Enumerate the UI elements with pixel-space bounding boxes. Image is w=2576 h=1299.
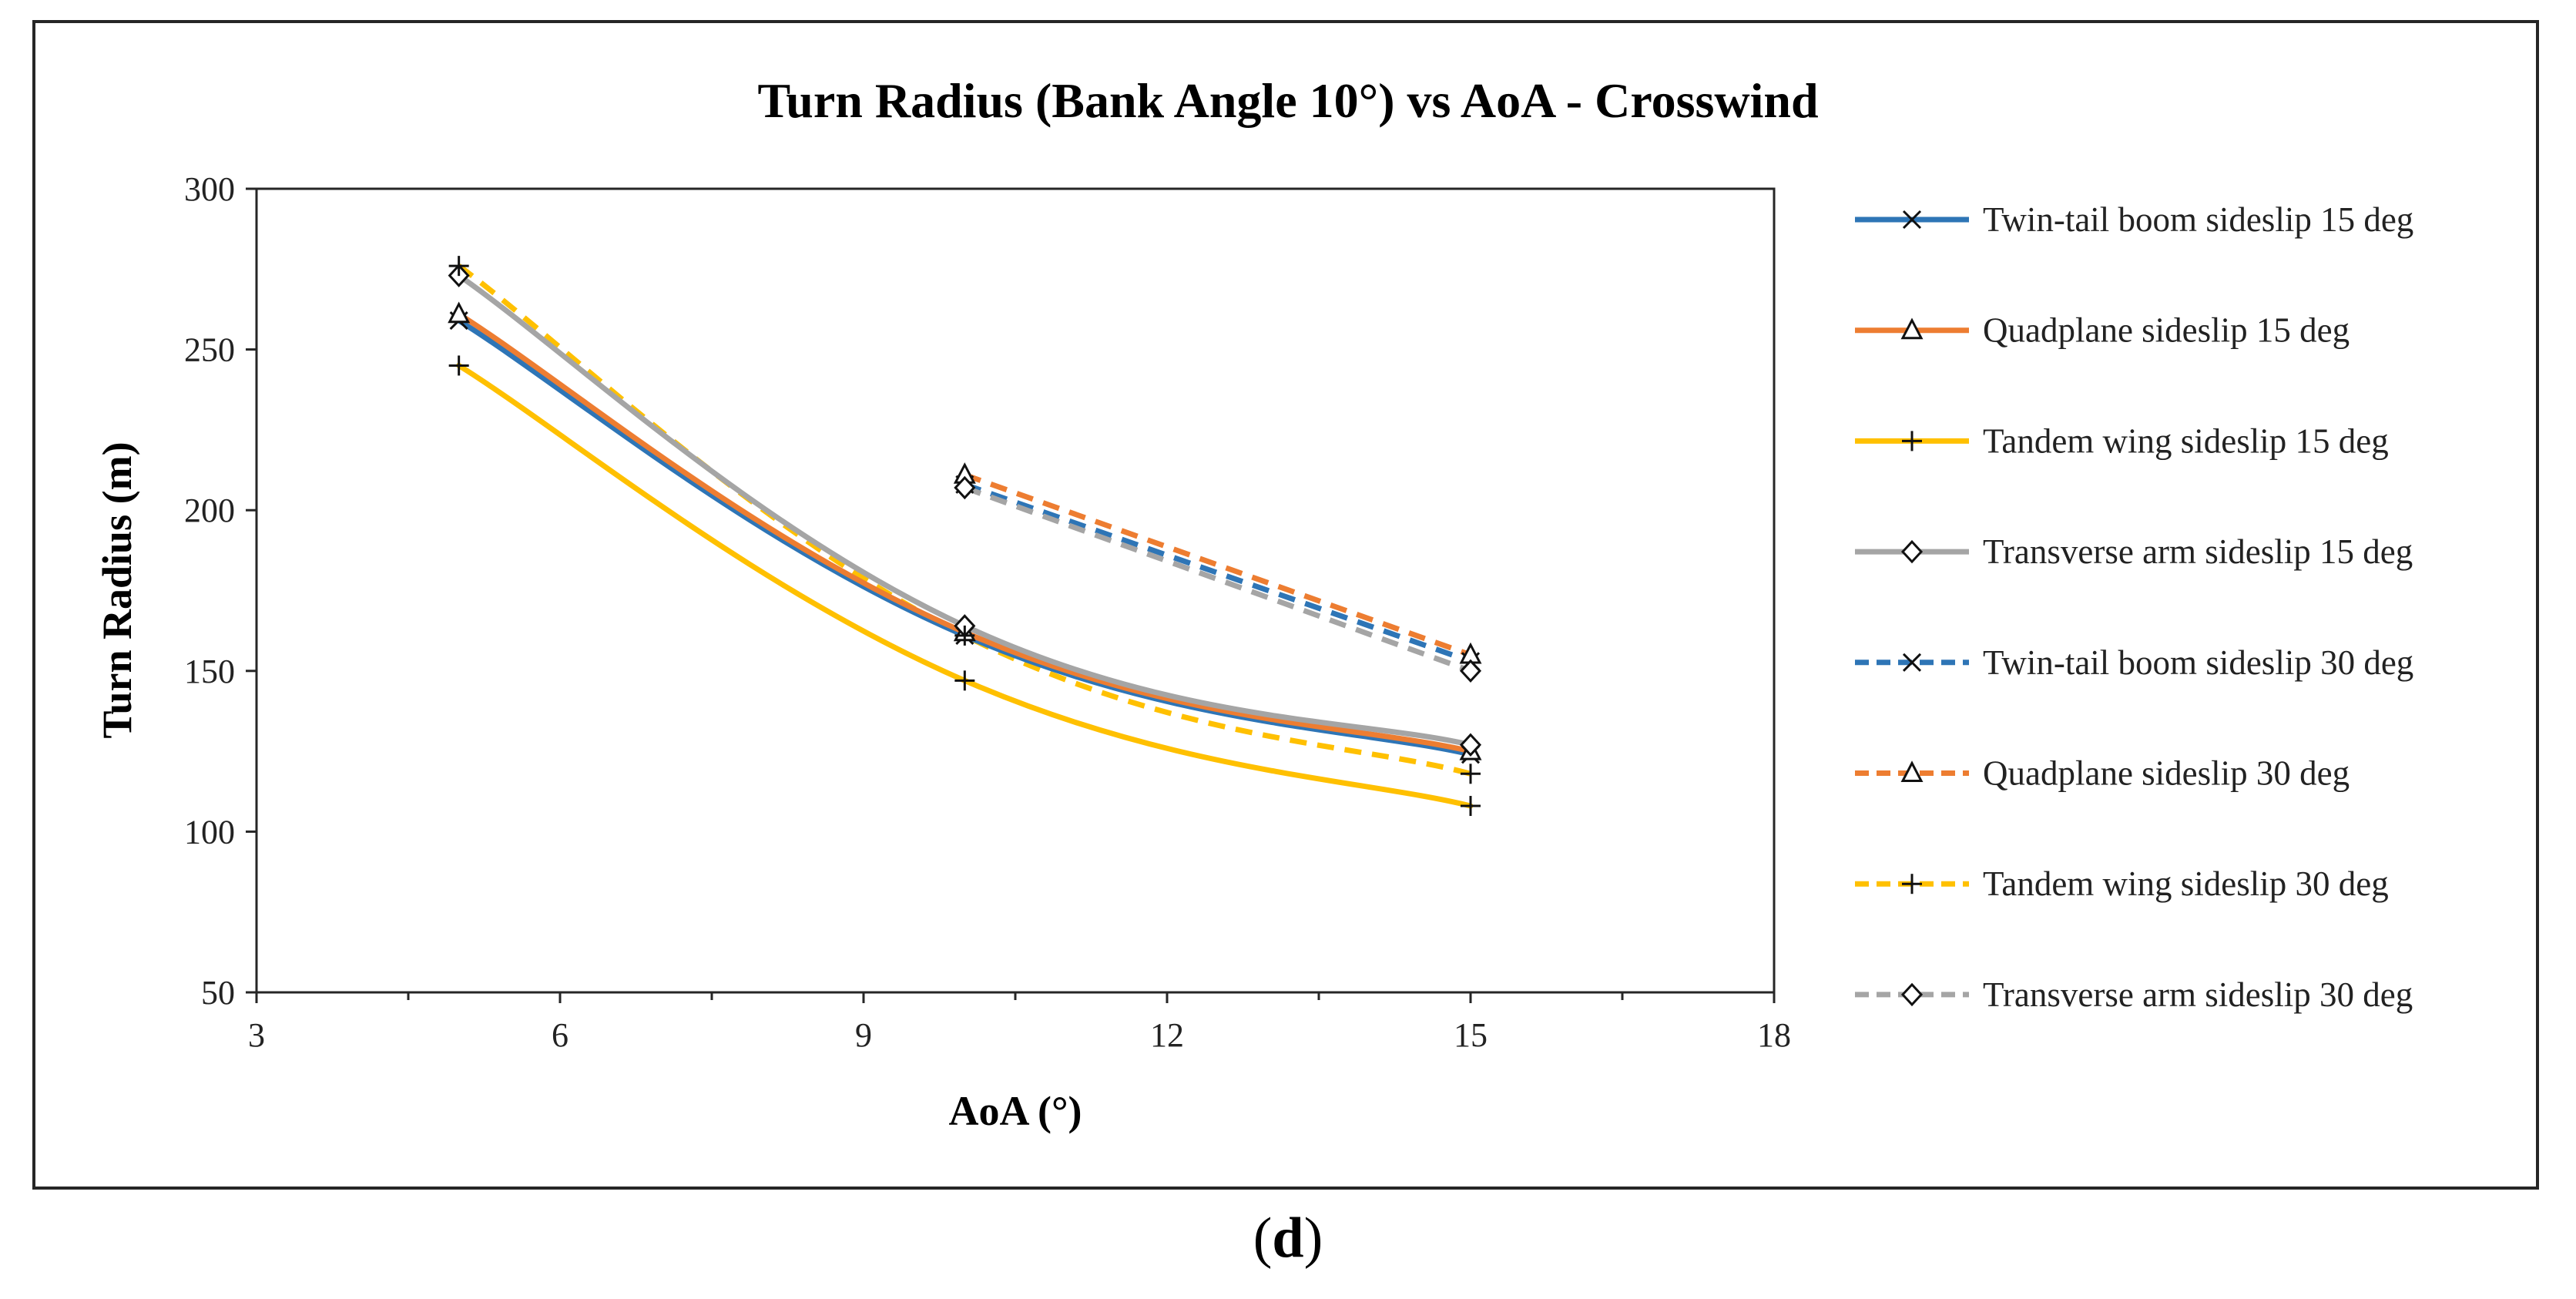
legend-item: Twin-tail boom sideslip 30 deg — [1855, 643, 2413, 682]
y-tick-label: 200 — [184, 492, 235, 529]
legend-marker — [1902, 431, 1922, 451]
series-line — [456, 362, 1474, 809]
figure-frame — [32, 20, 2539, 1190]
y-tick-label: 150 — [184, 653, 235, 690]
legend-item: Tandem wing sideslip 15 deg — [1855, 421, 2389, 460]
y-tick-label: 300 — [184, 170, 235, 208]
x-tick-label: 12 — [1150, 1016, 1184, 1054]
chart-title: Turn Radius (Bank Angle 10°) vs AoA - Cr… — [757, 73, 1818, 128]
legend-marker — [1900, 317, 1924, 340]
legend-label: Tandem wing sideslip 30 deg — [1983, 864, 2389, 903]
legend-label: Transverse arm sideslip 15 deg — [1983, 532, 2413, 571]
legend-marker — [1900, 982, 1924, 1007]
series-line — [964, 472, 1472, 658]
data-point — [448, 301, 471, 324]
x-tick-label: 9 — [855, 1016, 872, 1054]
data-point — [448, 256, 469, 277]
legend-item: Transverse arm sideslip 30 deg — [1855, 975, 2413, 1014]
plot-area — [255, 187, 1776, 994]
legend-marker — [1902, 653, 1922, 672]
series-markers — [448, 256, 1482, 817]
legend-item: Transverse arm sideslip 15 deg — [1855, 532, 2413, 571]
series-line — [964, 485, 1472, 674]
legend-label: Tandem wing sideslip 15 deg — [1983, 421, 2389, 460]
legend: Twin-tail boom sideslip 15 deg Quadplane … — [1855, 200, 2413, 1014]
legend-item: Twin-tail boom sideslip 15 deg — [1855, 200, 2413, 239]
data-point — [448, 355, 469, 376]
data-point — [954, 475, 976, 500]
legend-marker — [1902, 210, 1922, 230]
x-tick-label: 6 — [552, 1016, 569, 1054]
legend-marker — [1900, 760, 1924, 782]
x-tick-label: 15 — [1454, 1016, 1488, 1054]
y-tick-label: 100 — [184, 813, 235, 851]
data-point — [1461, 796, 1481, 817]
caption-open: ( — [1253, 1207, 1273, 1270]
series-lines — [456, 263, 1474, 809]
legend-label: Quadplane sideslip 15 deg — [1983, 311, 2350, 350]
x-tick-label: 3 — [248, 1016, 265, 1054]
data-point — [1459, 733, 1482, 757]
legend-marker — [1902, 874, 1922, 895]
axis-ticks: 3 6 9 12 15 18 50 100 150 200 250 300 — [184, 170, 1791, 1054]
series-line — [457, 263, 1471, 777]
chart: Turn Radius (Bank Angle 10°) vs AoA - Cr… — [94, 73, 2413, 1134]
legend-label: Twin-tail boom sideslip 30 deg — [1983, 643, 2413, 682]
caption-letter: d — [1272, 1207, 1304, 1270]
legend-label: Twin-tail boom sideslip 15 deg — [1983, 200, 2413, 239]
legend-item: Quadplane sideslip 30 deg — [1855, 754, 2350, 793]
data-point — [954, 670, 975, 691]
legend-item: Tandem wing sideslip 30 deg — [1855, 864, 2389, 903]
data-point — [1459, 659, 1482, 683]
y-axis-title: Turn Radius (m) — [94, 441, 140, 738]
legend-marker — [1900, 539, 1924, 564]
legend-item: Quadplane sideslip 15 deg — [1855, 311, 2350, 350]
x-axis-title: AoA (°) — [948, 1088, 1082, 1134]
legend-label: Quadplane sideslip 30 deg — [1983, 754, 2350, 793]
data-point — [954, 625, 975, 646]
legend-label: Transverse arm sideslip 30 deg — [1983, 975, 2413, 1014]
x-tick-label: 18 — [1757, 1016, 1791, 1054]
y-tick-label: 50 — [201, 974, 235, 1012]
y-tick-label: 250 — [184, 331, 235, 369]
series-line — [964, 482, 1472, 664]
figure-caption: (d) — [0, 1206, 2576, 1271]
caption-close: ) — [1303, 1207, 1323, 1270]
data-point — [1461, 764, 1481, 784]
